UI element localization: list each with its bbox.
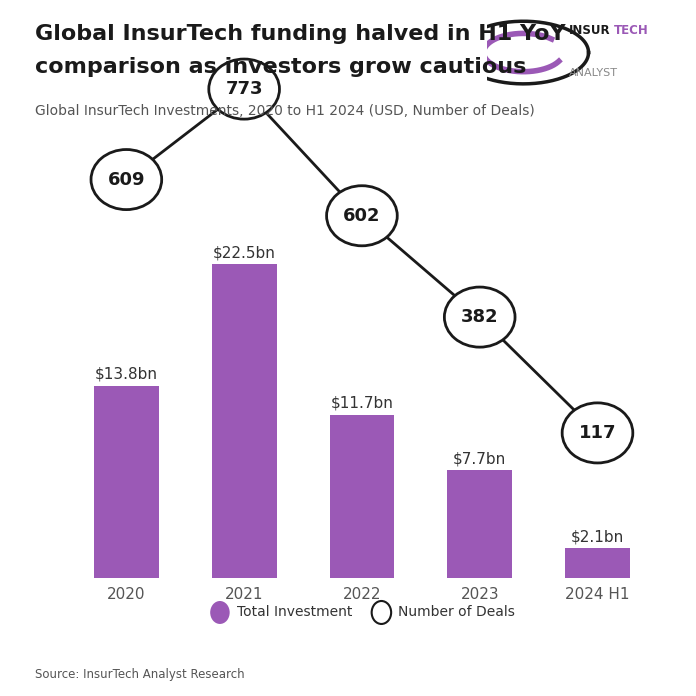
- Bar: [212, 264, 276, 578]
- Text: Source: InsurTech Analyst Research: Source: InsurTech Analyst Research: [35, 667, 244, 681]
- Text: $22.5bn: $22.5bn: [213, 245, 276, 260]
- Text: 602: 602: [343, 207, 381, 225]
- Text: $7.7bn: $7.7bn: [453, 451, 506, 466]
- Bar: [448, 470, 512, 578]
- Text: Total Investment: Total Investment: [237, 606, 352, 619]
- Text: Number of Deals: Number of Deals: [398, 606, 515, 619]
- Text: 117: 117: [579, 424, 616, 442]
- Ellipse shape: [372, 601, 391, 624]
- Bar: [94, 386, 159, 578]
- Ellipse shape: [210, 601, 230, 624]
- Ellipse shape: [326, 186, 397, 246]
- Text: 382: 382: [461, 308, 498, 326]
- Text: Global InsurTech funding halved in H1 YoY: Global InsurTech funding halved in H1 Yo…: [35, 24, 565, 45]
- Text: $11.7bn: $11.7bn: [331, 395, 393, 411]
- Ellipse shape: [209, 59, 280, 119]
- Text: 773: 773: [226, 80, 263, 98]
- Ellipse shape: [444, 287, 515, 347]
- Bar: [329, 415, 395, 578]
- Text: Global InsurTech Investments, 2020 to H1 2024 (USD, Number of Deals): Global InsurTech Investments, 2020 to H1…: [35, 104, 535, 118]
- Text: $13.8bn: $13.8bn: [95, 366, 158, 381]
- Text: 609: 609: [108, 171, 145, 189]
- Ellipse shape: [562, 403, 633, 463]
- Text: ANALYST: ANALYST: [569, 68, 617, 78]
- Text: $2.1bn: $2.1bn: [571, 529, 624, 544]
- Ellipse shape: [91, 150, 161, 209]
- Text: TECH: TECH: [614, 24, 649, 37]
- Text: INSUR: INSUR: [569, 24, 610, 37]
- Bar: [565, 548, 630, 578]
- Text: comparison as investors grow cautious: comparison as investors grow cautious: [35, 57, 526, 77]
